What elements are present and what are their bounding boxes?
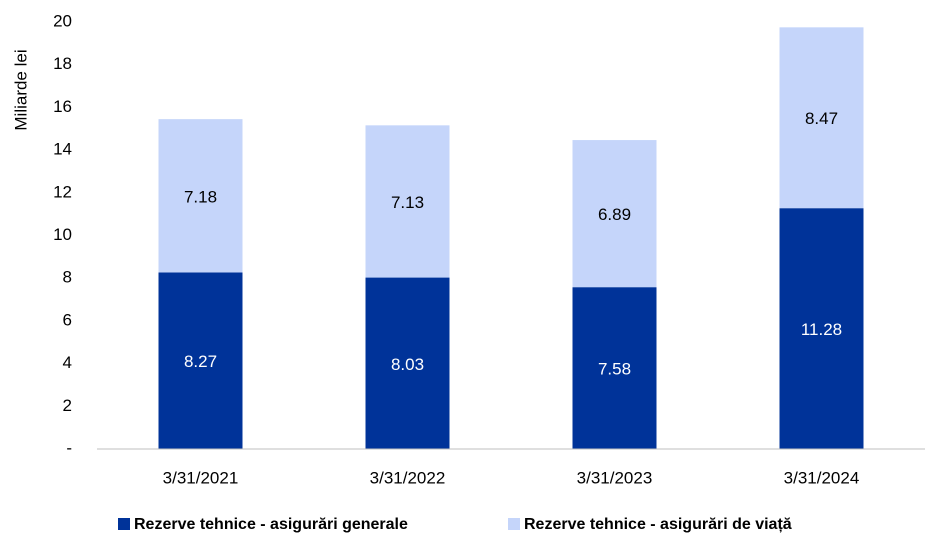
y-tick-label: 12 xyxy=(53,182,72,201)
data-label: 8.03 xyxy=(391,355,424,374)
y-tick-label: 16 xyxy=(53,97,72,116)
x-tick-label: 3/31/2021 xyxy=(163,468,239,487)
data-label: 7.58 xyxy=(598,360,631,379)
bar-segment xyxy=(572,140,657,288)
legend-swatch xyxy=(118,518,130,530)
bar-segment xyxy=(158,272,243,449)
data-label: 8.27 xyxy=(184,352,217,371)
bar-segment xyxy=(572,287,657,449)
y-tick-label: 14 xyxy=(53,140,72,159)
bar-segment xyxy=(158,119,243,273)
bar-segment xyxy=(779,27,864,209)
bar-segment xyxy=(779,208,864,449)
bar-segment xyxy=(365,277,450,449)
data-label: 8.47 xyxy=(805,109,838,128)
data-label: 11.28 xyxy=(801,320,842,339)
y-axis-title: Miliarde lei xyxy=(11,49,30,130)
legend-text: Rezerve tehnice - asigurări de viață xyxy=(524,516,792,533)
x-tick-label: 3/31/2024 xyxy=(784,468,860,487)
y-tick-label: 2 xyxy=(63,396,72,415)
x-tick-label: 3/31/2022 xyxy=(370,468,446,487)
bar-segment xyxy=(365,125,450,278)
data-label: 7.13 xyxy=(391,193,424,212)
data-label: 6.89 xyxy=(598,205,631,224)
y-tick-label: 18 xyxy=(53,54,72,73)
legend-text: Rezerve tehnice - asigurări generale xyxy=(134,516,408,533)
y-tick-label: 6 xyxy=(63,310,72,329)
y-tick-label: - xyxy=(66,438,72,457)
y-tick-label: 8 xyxy=(63,268,72,287)
data-label: 7.18 xyxy=(184,187,217,206)
x-tick-label: 3/31/2023 xyxy=(577,468,653,487)
y-tick-label: 10 xyxy=(53,225,72,244)
y-tick-label: 4 xyxy=(63,353,72,372)
y-tick-label: 20 xyxy=(53,11,72,30)
legend-swatch xyxy=(508,518,520,530)
